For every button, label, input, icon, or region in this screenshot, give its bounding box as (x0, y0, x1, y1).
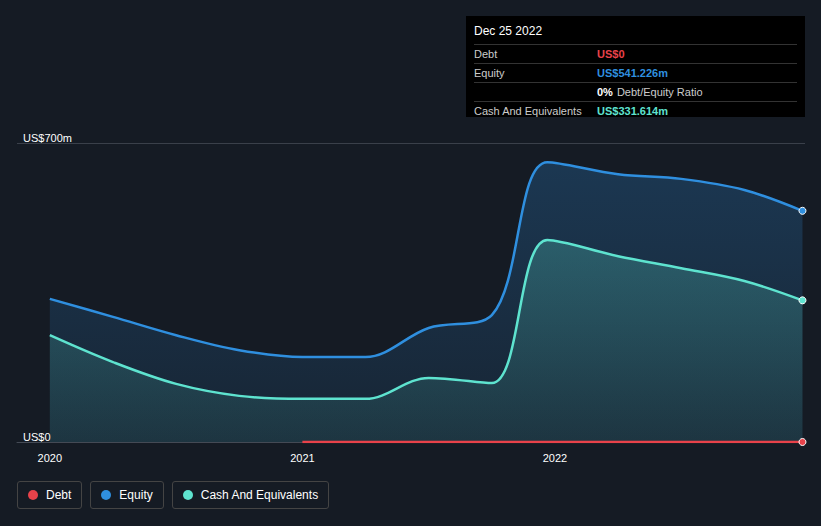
html-text:0% Debt/Equity Ratio: 0% Debt/Equity Ratio (597, 86, 703, 98)
svg-text:2022: 2022 (543, 452, 567, 464)
html-text:Debt: Debt (474, 48, 498, 60)
html-text:US$0: US$0 (597, 48, 625, 60)
svg-text:2020: 2020 (38, 452, 62, 464)
html-text:Cash And Equivalents: Cash And Equivalents (200, 488, 319, 502)
svg-text:US$700m: US$700m (23, 132, 72, 144)
html-text:Equity: Equity (119, 488, 153, 502)
html-text:US$541.226m: US$541.226m (597, 67, 668, 79)
svg-text:2021: 2021 (290, 452, 314, 464)
html-text:Dec 25 2022: Dec 25 2022 (474, 24, 543, 38)
html-text:Cash And Equivalents: Cash And Equivalents (474, 105, 582, 117)
html-text:Equity: Equity (474, 67, 505, 79)
html-text:Debt: Debt (46, 488, 72, 502)
html-text:US$331.614m: US$331.614m (597, 105, 668, 117)
svg-text:US$0: US$0 (23, 431, 51, 443)
